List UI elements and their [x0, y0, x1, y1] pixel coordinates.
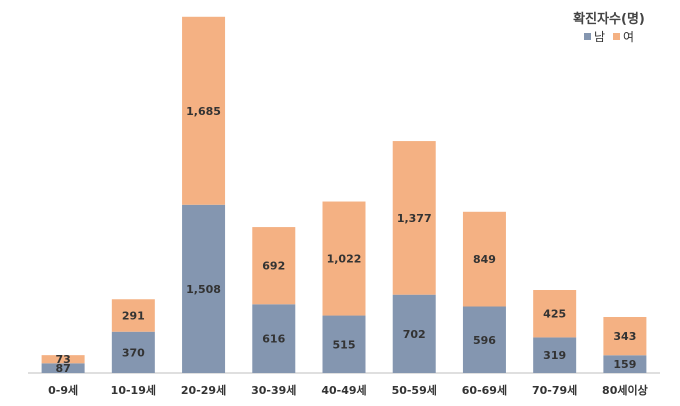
data-label-male-7: 319 [543, 349, 566, 362]
data-label-male-1: 370 [122, 346, 145, 359]
bar-male-3 [252, 304, 296, 373]
data-label-male-6: 596 [473, 334, 496, 347]
legend-label-female: 여 [623, 30, 635, 44]
bar-female-8 [603, 316, 647, 356]
bar-female-0 [41, 355, 85, 364]
data-label-male-4: 515 [333, 338, 356, 351]
data-label-male-3: 616 [262, 333, 285, 346]
x-tick-label-7: 70-79세 [532, 383, 577, 397]
x-tick-label-2: 20-29세 [181, 383, 226, 397]
bar-male-5 [392, 294, 436, 373]
x-tick-label-3: 30-39세 [251, 383, 296, 397]
legend-swatch-female [613, 33, 620, 40]
data-label-male-8: 159 [613, 358, 636, 371]
data-label-male-5: 702 [403, 328, 426, 341]
bar-female-6 [462, 211, 506, 307]
bar-female-1 [111, 299, 155, 332]
x-tick-label-1: 10-19세 [111, 383, 156, 397]
data-label-female-4: 1,022 [327, 253, 362, 266]
legend-label-male: 남 [593, 30, 605, 44]
legend-item-male: 남 [583, 28, 605, 45]
data-label-female-1: 291 [122, 309, 145, 322]
bar-male-7 [533, 337, 577, 373]
x-tick-label-4: 40-49세 [321, 383, 366, 397]
data-label-male-2: 1,508 [186, 283, 221, 296]
data-label-female-2: 1,685 [186, 105, 221, 118]
x-tick-label-5: 50-59세 [392, 383, 437, 397]
bar-female-2 [182, 16, 226, 205]
bar-female-7 [533, 289, 577, 338]
legend-item-female: 여 [613, 28, 634, 45]
data-label-male-0: 87 [55, 362, 70, 375]
bar-male-2 [182, 204, 226, 373]
bar-male-1 [111, 331, 155, 373]
data-label-female-5: 1,377 [397, 212, 432, 225]
legend-swatch-male [583, 33, 591, 40]
x-tick-label-6: 60-69세 [462, 383, 507, 397]
bar-female-3 [252, 227, 296, 305]
legend-title: 확진자수(명) [573, 12, 645, 27]
bar-male-0 [41, 363, 85, 373]
data-label-female-6: 849 [473, 253, 496, 266]
data-label-female-7: 425 [543, 308, 566, 321]
x-tick-label-0: 0-9세 [48, 383, 78, 397]
data-label-female-8: 343 [613, 330, 636, 343]
bar-female-4 [322, 201, 366, 316]
data-label-female-0: 73 [55, 353, 70, 366]
bar-female-5 [392, 141, 436, 295]
bar-male-4 [322, 315, 366, 373]
bar-male-6 [462, 306, 506, 373]
x-tick-label-8: 80세이상 [602, 383, 648, 397]
legend: 남 여 [554, 28, 664, 45]
data-label-female-3: 692 [262, 260, 285, 273]
bar-male-8 [603, 355, 647, 373]
